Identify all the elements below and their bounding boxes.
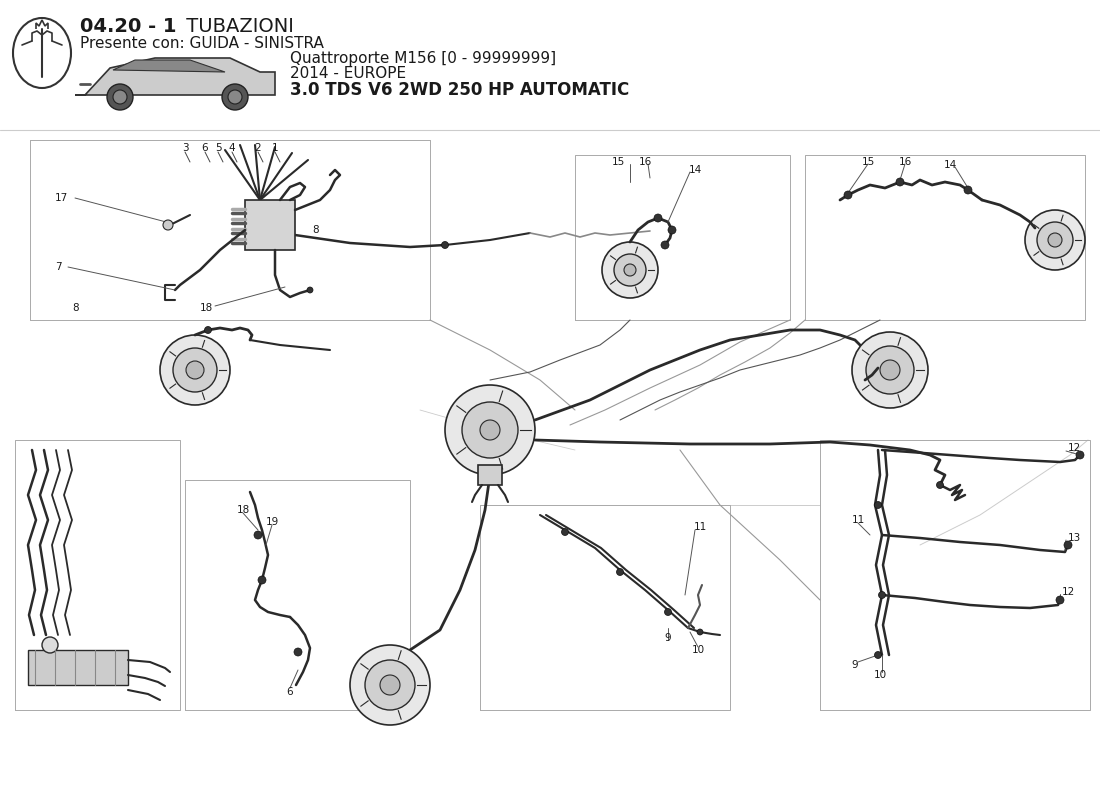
Circle shape (668, 226, 676, 234)
Text: 16: 16 (899, 157, 912, 167)
Text: 6: 6 (201, 143, 208, 153)
Circle shape (205, 326, 211, 334)
Circle shape (602, 242, 658, 298)
Circle shape (874, 502, 881, 509)
Circle shape (1064, 541, 1072, 549)
Circle shape (307, 287, 314, 293)
Circle shape (561, 529, 569, 535)
Text: 12: 12 (1062, 587, 1076, 597)
Circle shape (228, 90, 242, 104)
Circle shape (480, 420, 501, 440)
Text: 8: 8 (312, 225, 319, 235)
Circle shape (294, 648, 302, 656)
Bar (0, 0, 1100, 130)
Text: 04.20 - 1: 04.20 - 1 (80, 18, 176, 37)
Circle shape (866, 346, 914, 394)
Circle shape (186, 361, 204, 379)
Circle shape (661, 241, 669, 249)
Text: 15: 15 (612, 157, 625, 167)
Circle shape (880, 360, 900, 380)
Text: 10: 10 (873, 670, 887, 680)
Text: 18: 18 (236, 505, 250, 515)
Polygon shape (75, 58, 275, 95)
Text: 15: 15 (861, 157, 875, 167)
Text: 3: 3 (182, 143, 188, 153)
Text: 8: 8 (72, 303, 78, 313)
Text: 14: 14 (944, 160, 957, 170)
Text: 9: 9 (851, 660, 858, 670)
Text: 10: 10 (692, 645, 705, 655)
Circle shape (1048, 233, 1062, 247)
Text: 14: 14 (689, 165, 702, 175)
Circle shape (844, 191, 852, 199)
Circle shape (616, 569, 624, 575)
Circle shape (874, 651, 881, 658)
Bar (28, 650, 128, 685)
Text: 2014 - EUROPE: 2014 - EUROPE (290, 66, 406, 82)
Circle shape (365, 660, 415, 710)
Circle shape (624, 264, 636, 276)
Text: 9: 9 (664, 633, 671, 643)
Polygon shape (113, 60, 226, 72)
Circle shape (852, 332, 928, 408)
Text: 4: 4 (229, 143, 235, 153)
Circle shape (222, 84, 248, 110)
Circle shape (654, 214, 662, 222)
Text: 12: 12 (1068, 443, 1081, 453)
Circle shape (1037, 222, 1072, 258)
Circle shape (1025, 210, 1085, 270)
Bar (478, 465, 502, 485)
Text: 6: 6 (287, 687, 294, 697)
Text: 7: 7 (55, 262, 62, 272)
Circle shape (379, 675, 400, 695)
Circle shape (173, 348, 217, 392)
Text: 16: 16 (638, 157, 651, 167)
Bar (245, 200, 295, 250)
Circle shape (614, 254, 646, 286)
Text: 11: 11 (693, 522, 706, 532)
Circle shape (254, 531, 262, 539)
Circle shape (107, 84, 133, 110)
Circle shape (441, 242, 449, 249)
Circle shape (879, 591, 886, 598)
Text: 19: 19 (265, 517, 278, 527)
Text: 5: 5 (214, 143, 221, 153)
Circle shape (1056, 596, 1064, 604)
Circle shape (113, 90, 127, 104)
Text: 1: 1 (272, 143, 278, 153)
Text: 3.0 TDS V6 2WD 250 HP AUTOMATIC: 3.0 TDS V6 2WD 250 HP AUTOMATIC (290, 81, 629, 99)
Circle shape (664, 609, 671, 615)
Text: 11: 11 (851, 515, 865, 525)
Circle shape (350, 645, 430, 725)
Circle shape (697, 629, 703, 635)
Circle shape (896, 178, 904, 186)
Text: Presente con: GUIDA - SINISTRA: Presente con: GUIDA - SINISTRA (80, 35, 323, 50)
Text: 13: 13 (1068, 533, 1081, 543)
Circle shape (964, 186, 972, 194)
Circle shape (446, 385, 535, 475)
Circle shape (163, 220, 173, 230)
Text: Quattroporte M156 [0 - 99999999]: Quattroporte M156 [0 - 99999999] (290, 50, 557, 66)
Circle shape (42, 637, 58, 653)
Text: 18: 18 (200, 303, 213, 313)
Circle shape (936, 482, 944, 489)
Circle shape (160, 335, 230, 405)
Text: 2: 2 (255, 143, 262, 153)
Circle shape (1076, 451, 1084, 459)
Circle shape (462, 402, 518, 458)
Text: 17: 17 (55, 193, 68, 203)
Text: TUBAZIONI: TUBAZIONI (180, 18, 294, 37)
Circle shape (258, 576, 266, 584)
